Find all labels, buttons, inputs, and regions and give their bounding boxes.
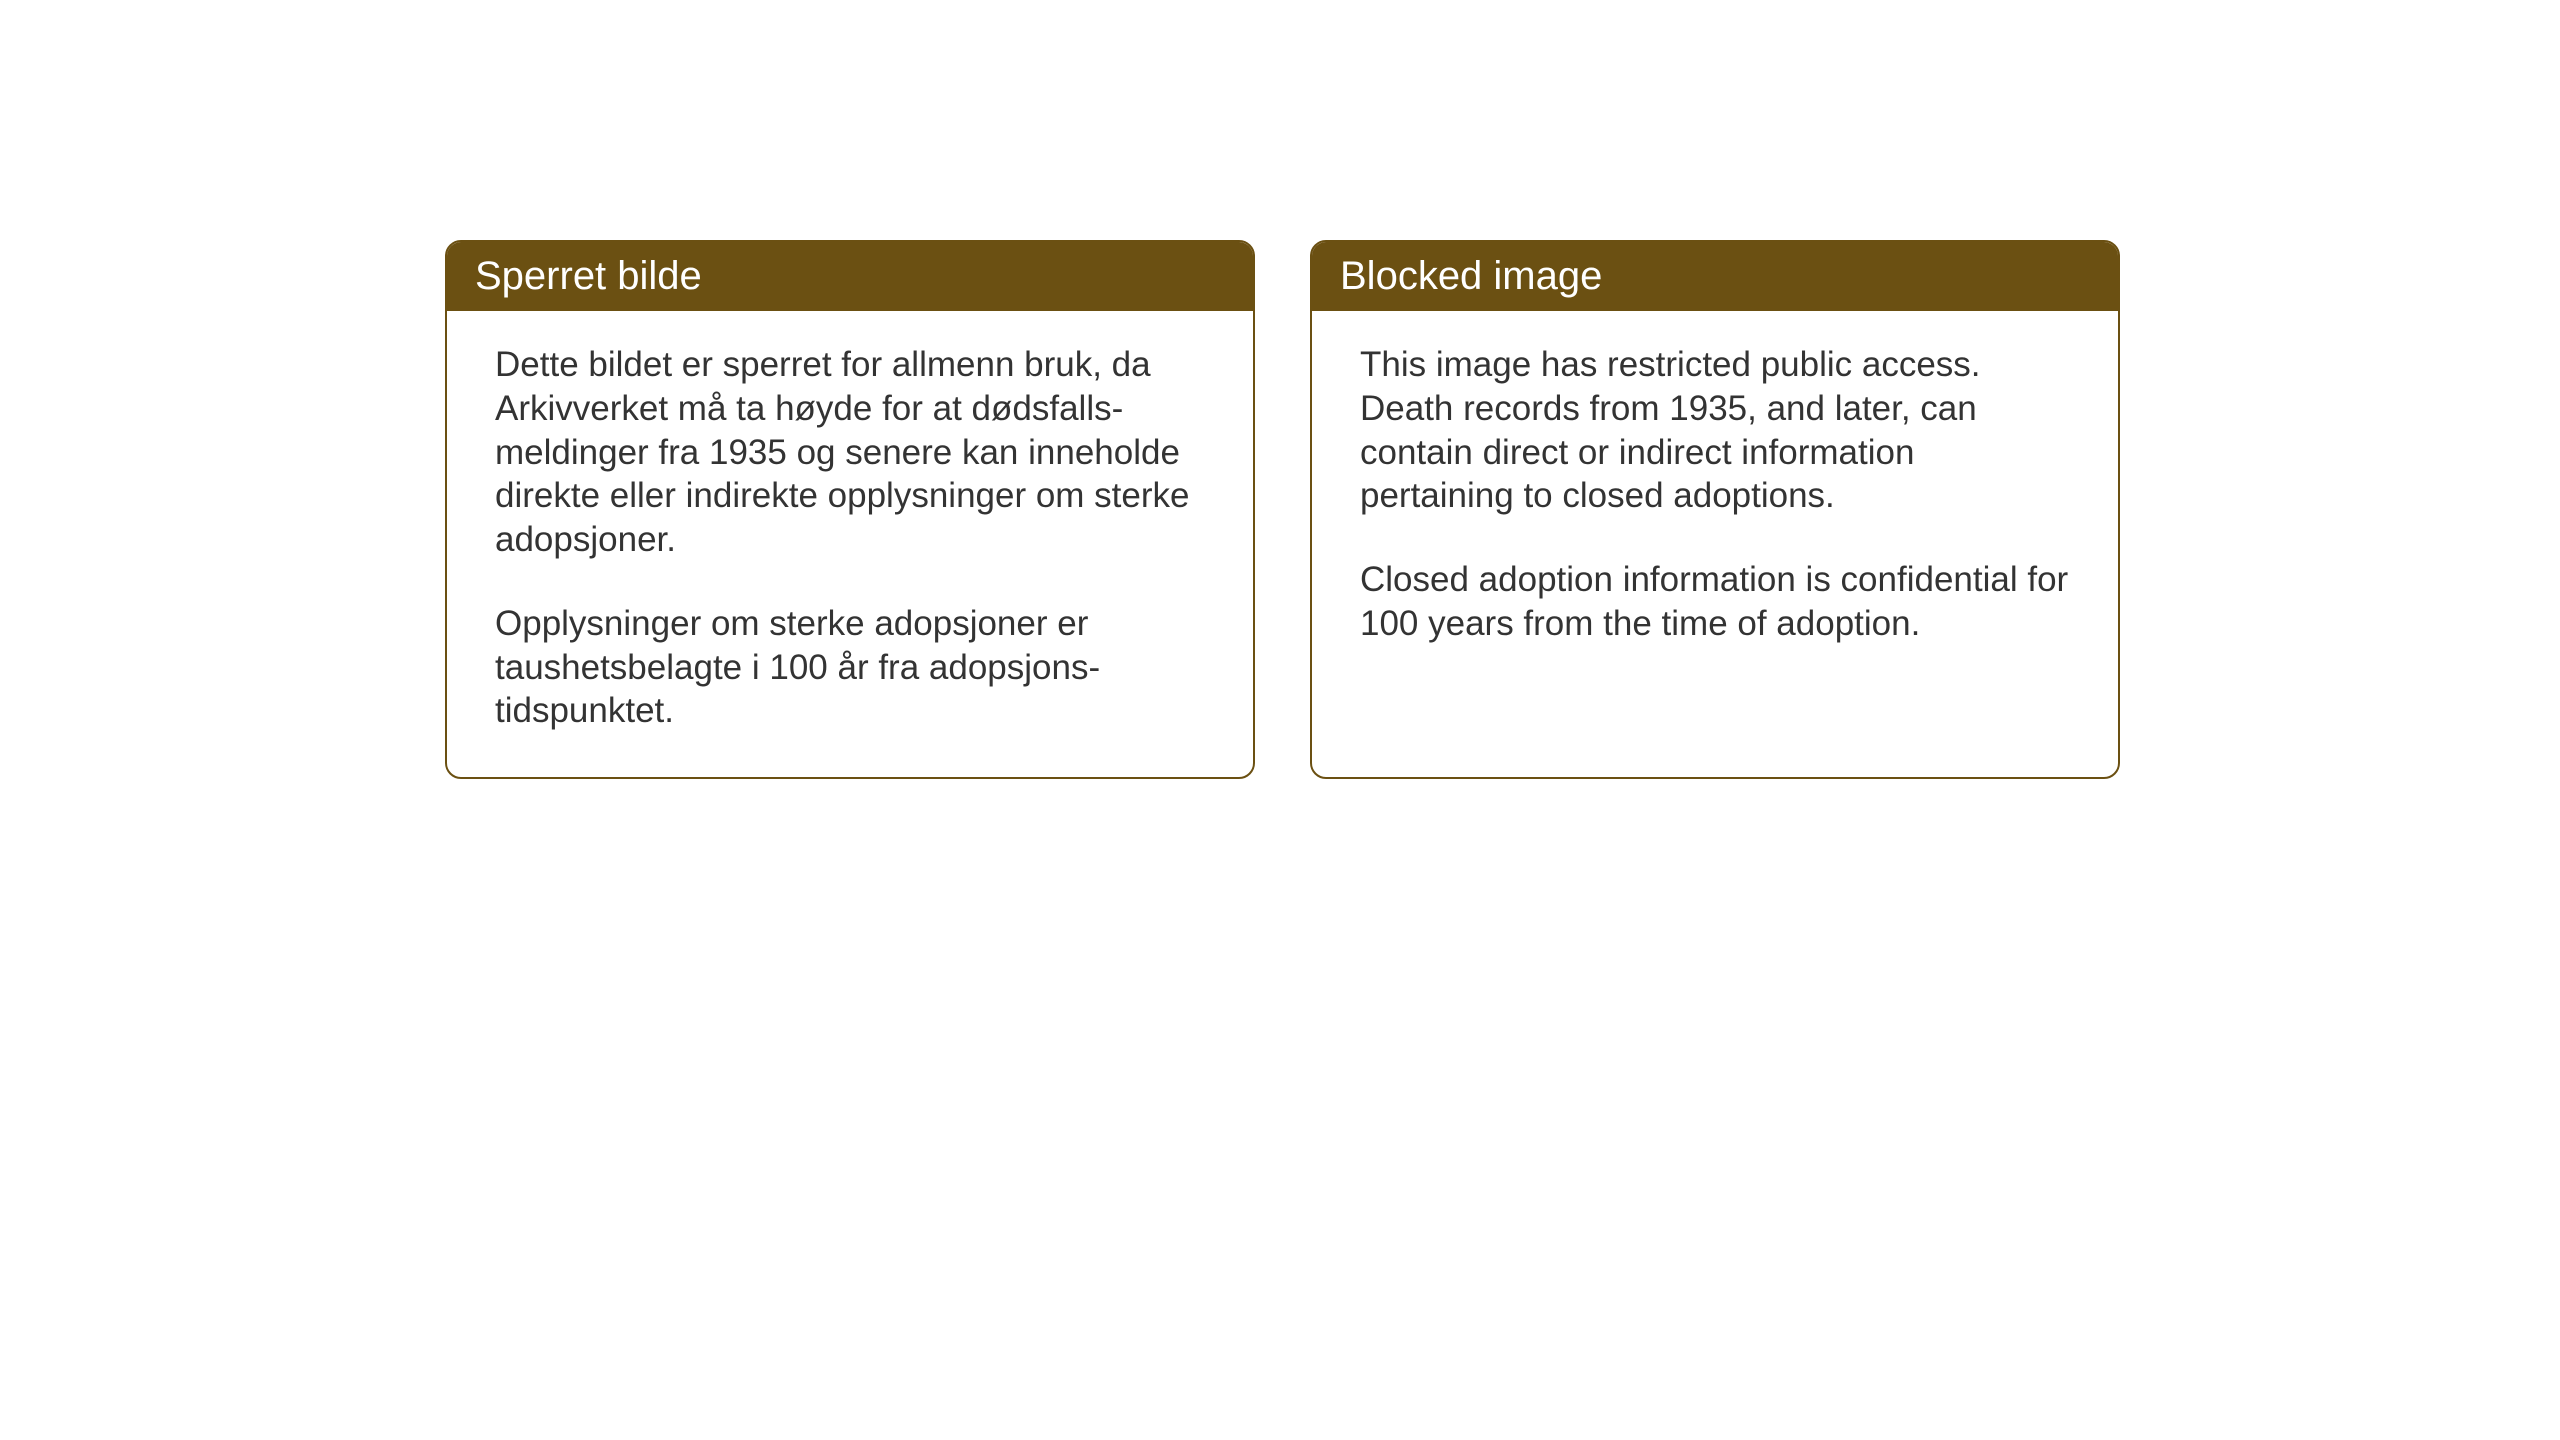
notice-box-norwegian: Sperret bilde Dette bildet er sperret fo… <box>445 240 1255 779</box>
notice-title-norwegian: Sperret bilde <box>475 254 702 298</box>
notice-paragraph-2-norwegian: Opplysninger om sterke adopsjoner er tau… <box>495 602 1205 733</box>
notice-paragraph-2-english: Closed adoption information is confident… <box>1360 558 2070 646</box>
notice-body-english: This image has restricted public access.… <box>1312 311 2118 690</box>
notice-header-norwegian: Sperret bilde <box>447 242 1253 311</box>
notice-title-english: Blocked image <box>1340 254 1602 298</box>
notice-paragraph-1-norwegian: Dette bildet er sperret for allmenn bruk… <box>495 343 1205 562</box>
notice-body-norwegian: Dette bildet er sperret for allmenn bruk… <box>447 311 1253 777</box>
notice-header-english: Blocked image <box>1312 242 2118 311</box>
notice-paragraph-1-english: This image has restricted public access.… <box>1360 343 2070 518</box>
notice-container: Sperret bilde Dette bildet er sperret fo… <box>445 240 2120 779</box>
notice-box-english: Blocked image This image has restricted … <box>1310 240 2120 779</box>
